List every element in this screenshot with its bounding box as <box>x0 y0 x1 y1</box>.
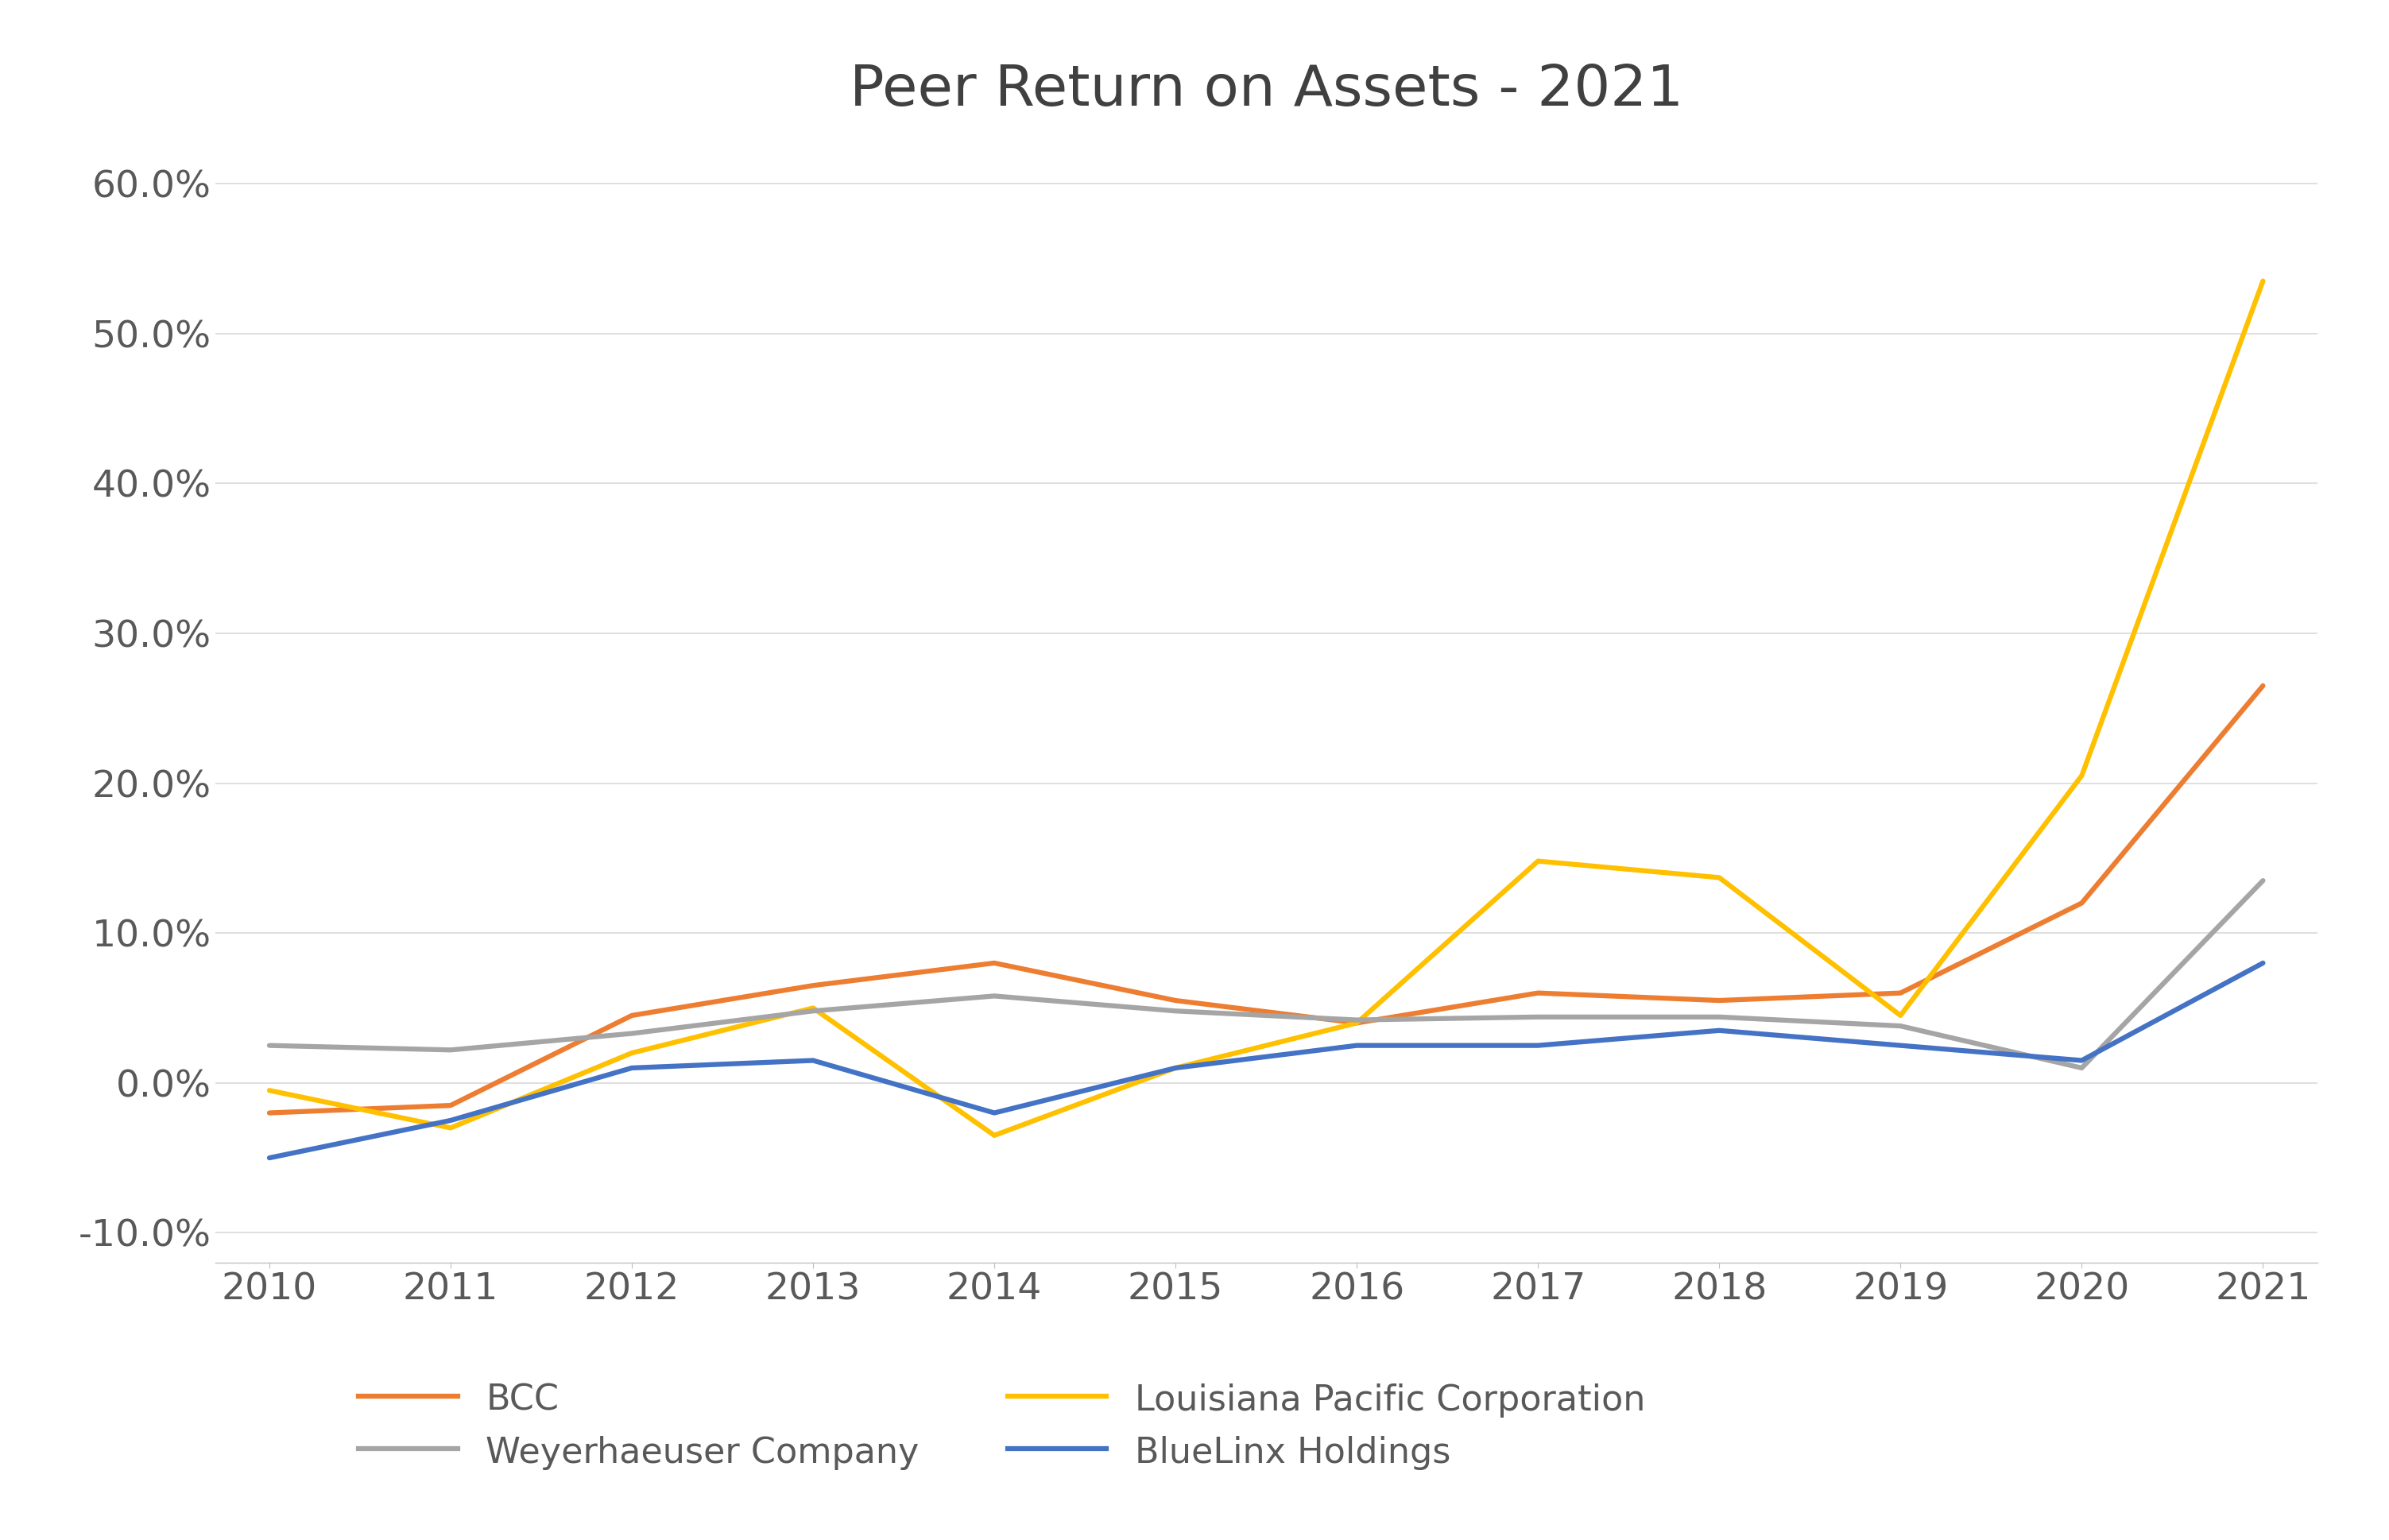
BlueLinx Holdings <box>1887 1036 1916 1055</box>
Line: Weyerhaeuser Company: Weyerhaeuser Company <box>270 881 2262 1067</box>
BCC <box>616 1006 645 1024</box>
BCC <box>979 953 1008 972</box>
Louisiana Pacific Corporation <box>979 1126 1008 1144</box>
Legend: BCC, Weyerhaeuser Company, Louisiana Pacific Corporation, BlueLinx Holdings: BCC, Weyerhaeuser Company, Louisiana Pac… <box>358 1383 1646 1471</box>
BlueLinx Holdings <box>256 1149 284 1167</box>
Louisiana Pacific Corporation <box>1343 1013 1371 1032</box>
BlueLinx Holdings <box>1161 1058 1190 1076</box>
Weyerhaeuser Company <box>1887 1016 1916 1035</box>
Weyerhaeuser Company <box>979 987 1008 1006</box>
BlueLinx Holdings <box>2248 953 2277 972</box>
Louisiana Pacific Corporation <box>2248 271 2277 290</box>
Weyerhaeuser Company <box>256 1036 284 1055</box>
BlueLinx Holdings <box>2066 1052 2095 1070</box>
Weyerhaeuser Company <box>2248 872 2277 890</box>
Weyerhaeuser Company <box>1343 1010 1371 1029</box>
Weyerhaeuser Company <box>616 1024 645 1043</box>
Line: BCC: BCC <box>270 685 2262 1113</box>
BlueLinx Holdings <box>979 1104 1008 1123</box>
BCC <box>437 1096 466 1115</box>
BCC <box>798 976 827 995</box>
Louisiana Pacific Corporation <box>1887 1006 1916 1024</box>
BCC <box>2066 893 2095 912</box>
Louisiana Pacific Corporation <box>256 1081 284 1100</box>
BCC <box>1343 1013 1371 1032</box>
Weyerhaeuser Company <box>1524 1007 1553 1026</box>
Louisiana Pacific Corporation <box>1524 852 1553 870</box>
BlueLinx Holdings <box>1343 1036 1371 1055</box>
Line: Louisiana Pacific Corporation: Louisiana Pacific Corporation <box>270 280 2262 1135</box>
Louisiana Pacific Corporation <box>2066 767 2095 785</box>
BCC <box>2248 676 2277 695</box>
Weyerhaeuser Company <box>1706 1007 1734 1026</box>
BCC <box>1524 984 1553 1003</box>
Weyerhaeuser Company <box>2066 1058 2095 1076</box>
Louisiana Pacific Corporation <box>616 1044 645 1063</box>
BlueLinx Holdings <box>1524 1036 1553 1055</box>
Louisiana Pacific Corporation <box>437 1118 466 1137</box>
Weyerhaeuser Company <box>1161 1001 1190 1019</box>
BlueLinx Holdings <box>1706 1021 1734 1040</box>
Line: BlueLinx Holdings: BlueLinx Holdings <box>270 962 2262 1158</box>
Louisiana Pacific Corporation <box>1161 1058 1190 1076</box>
BlueLinx Holdings <box>616 1058 645 1076</box>
BCC <box>1706 992 1734 1010</box>
Louisiana Pacific Corporation <box>798 999 827 1018</box>
BCC <box>1161 992 1190 1010</box>
BlueLinx Holdings <box>798 1052 827 1070</box>
Louisiana Pacific Corporation <box>1706 869 1734 887</box>
Weyerhaeuser Company <box>437 1041 466 1060</box>
BCC <box>256 1104 284 1123</box>
Title: Peer Return on Assets - 2021: Peer Return on Assets - 2021 <box>848 63 1684 117</box>
Weyerhaeuser Company <box>798 1001 827 1019</box>
BlueLinx Holdings <box>437 1112 466 1130</box>
BCC <box>1887 984 1916 1003</box>
